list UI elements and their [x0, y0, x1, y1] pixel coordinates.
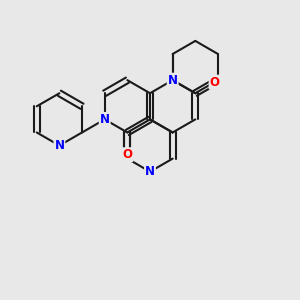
Text: O: O: [210, 76, 220, 88]
Text: N: N: [54, 139, 64, 152]
Text: N: N: [168, 74, 178, 87]
Text: N: N: [145, 165, 155, 178]
Text: O: O: [122, 148, 132, 161]
Text: N: N: [100, 113, 110, 126]
